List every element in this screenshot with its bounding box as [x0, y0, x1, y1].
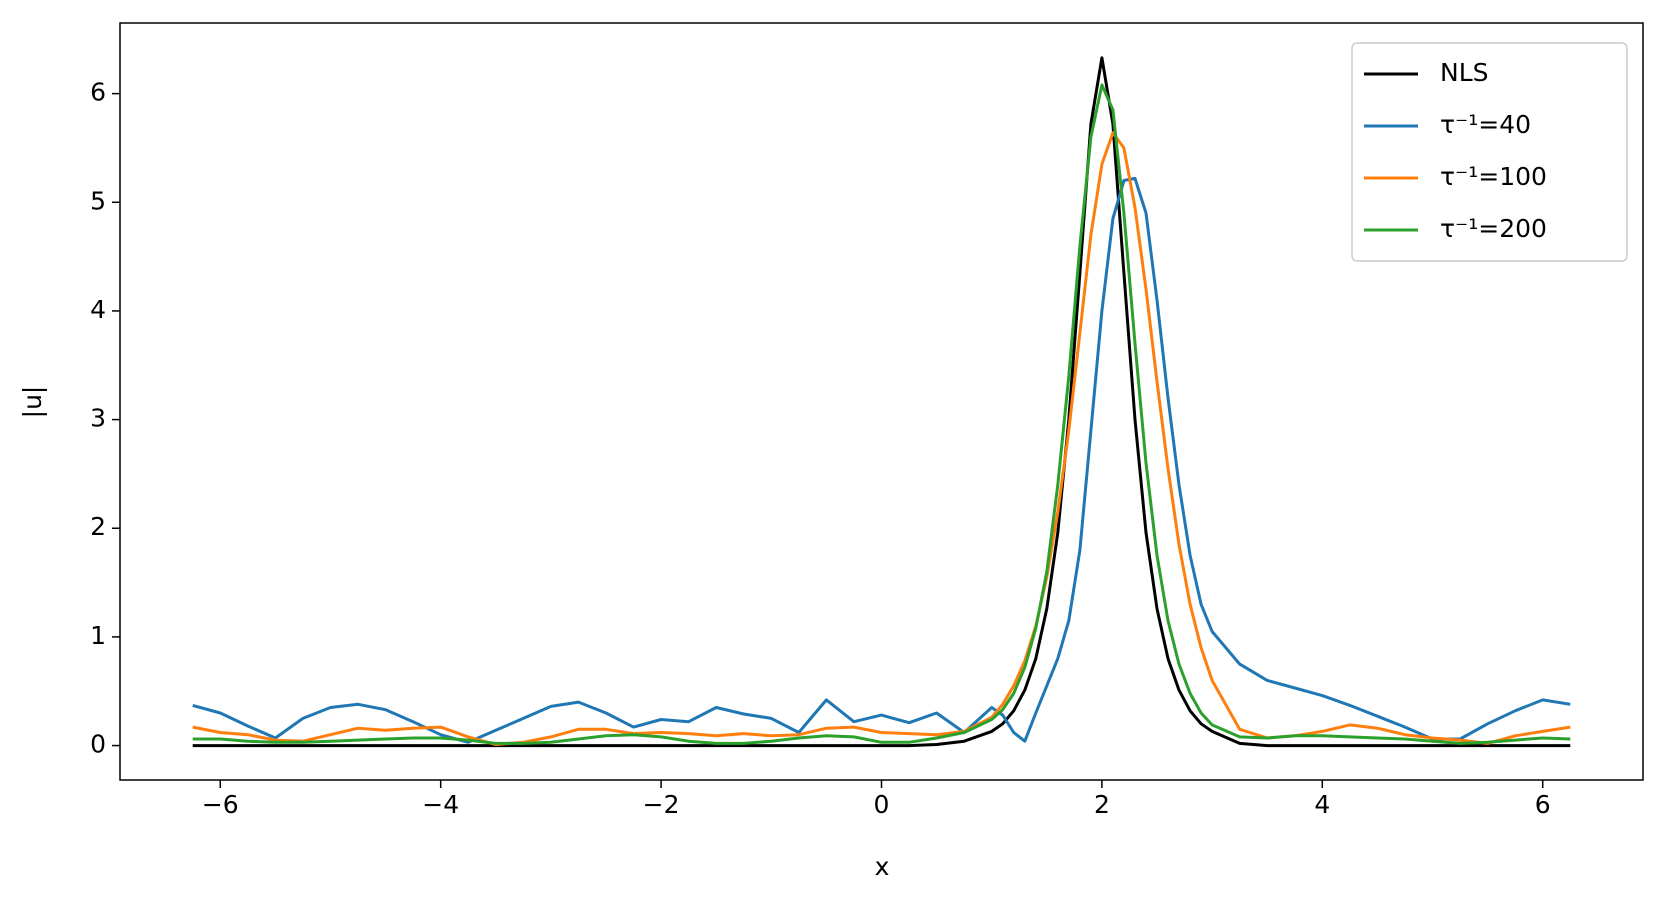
x-tick-label: 4 [1314, 790, 1330, 819]
x-tick-label: −6 [202, 790, 239, 819]
legend-label: τ⁻¹=100 [1440, 162, 1547, 191]
y-tick-label: 0 [90, 730, 106, 759]
x-axis-label: x [875, 852, 890, 881]
legend-label: τ⁻¹=40 [1440, 110, 1531, 139]
x-tick-label: 0 [874, 790, 890, 819]
y-tick-label: 6 [90, 78, 106, 107]
legend-label: τ⁻¹=200 [1440, 214, 1547, 243]
y-tick-label: 5 [90, 186, 106, 215]
y-tick-label: 4 [90, 295, 106, 324]
series-line [192, 176, 1571, 744]
plot-frame [119, 22, 1644, 781]
x-tick-label: −4 [422, 790, 459, 819]
x-tick-label: −2 [643, 790, 680, 819]
y-tick-label: 3 [90, 404, 106, 433]
legend-label: NLS [1440, 58, 1489, 87]
x-tick-label: 2 [1094, 790, 1110, 819]
x-tick-label: 6 [1535, 790, 1551, 819]
y-tick-label: 2 [90, 512, 106, 541]
y-axis-label: |u| [18, 386, 47, 419]
series-line [192, 56, 1571, 748]
y-tick-label: 1 [90, 621, 106, 650]
series-line [192, 83, 1571, 745]
legend-box [1351, 42, 1628, 262]
